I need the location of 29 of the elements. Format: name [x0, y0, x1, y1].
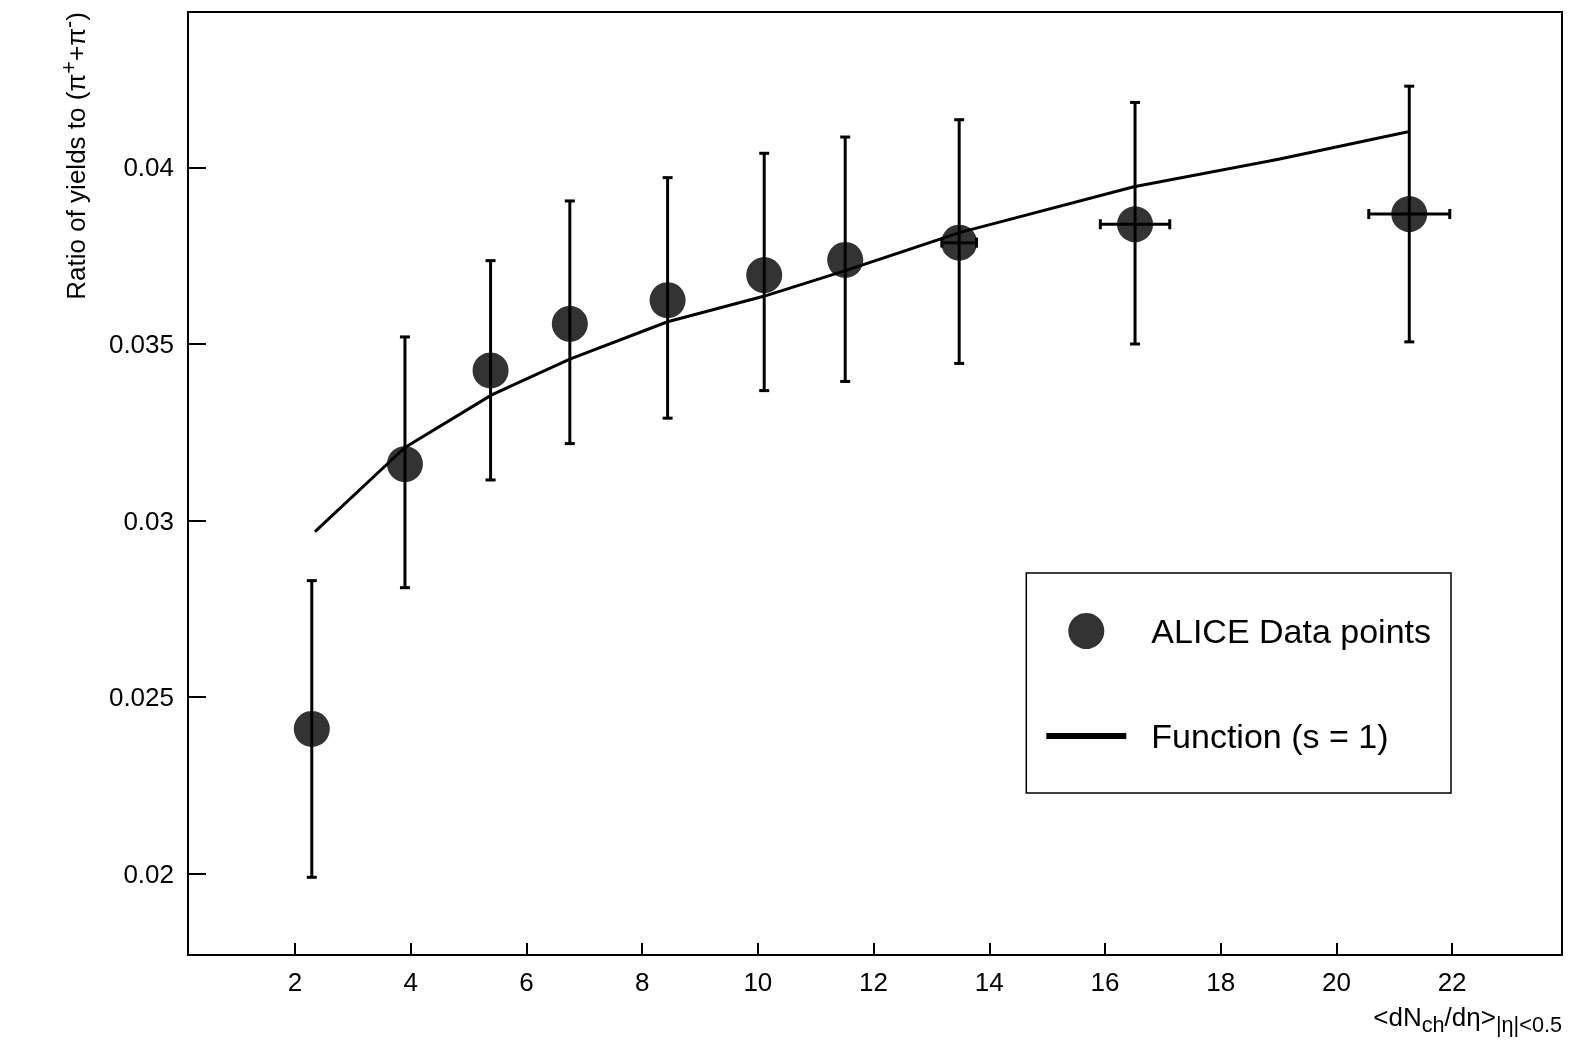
point [472, 352, 509, 389]
x-tick-label: 18 [1206, 967, 1236, 997]
x-tick-label: 8 [634, 967, 650, 997]
y-tick-label: 0.035 [108, 328, 174, 359]
x-tick-label: 10 [743, 967, 773, 997]
point [746, 257, 783, 294]
y-tick-label: 0.025 [108, 682, 174, 713]
x-tick-label: 20 [1321, 967, 1351, 997]
point [386, 446, 423, 483]
y-tick-label: 0.03 [123, 505, 174, 536]
x-tick-label: 16 [1090, 967, 1120, 997]
x-tick-label: 4 [403, 967, 418, 997]
point [941, 224, 978, 261]
point [293, 710, 330, 747]
point [827, 241, 864, 278]
legend-label: ALICE Data points [1151, 612, 1431, 650]
point [551, 305, 588, 342]
x-tick-label: 22 [1437, 967, 1467, 997]
y-tick-label: 0.02 [123, 858, 174, 889]
point [1117, 206, 1154, 243]
x-tick-label: 2 [287, 967, 303, 997]
x-axis-title: <dN$_{ch}$/dη>$_{|η|<0.5}$ [1373, 1001, 1562, 1040]
legend-label: Function (s = 1) [1151, 717, 1389, 755]
x-tick-label: 6 [519, 967, 534, 997]
x-tick-label: 14 [974, 967, 1004, 997]
point [649, 282, 686, 319]
x-tick-label: 12 [859, 967, 889, 997]
point [1391, 196, 1428, 233]
y-tick-label: 0.04 [123, 152, 174, 183]
